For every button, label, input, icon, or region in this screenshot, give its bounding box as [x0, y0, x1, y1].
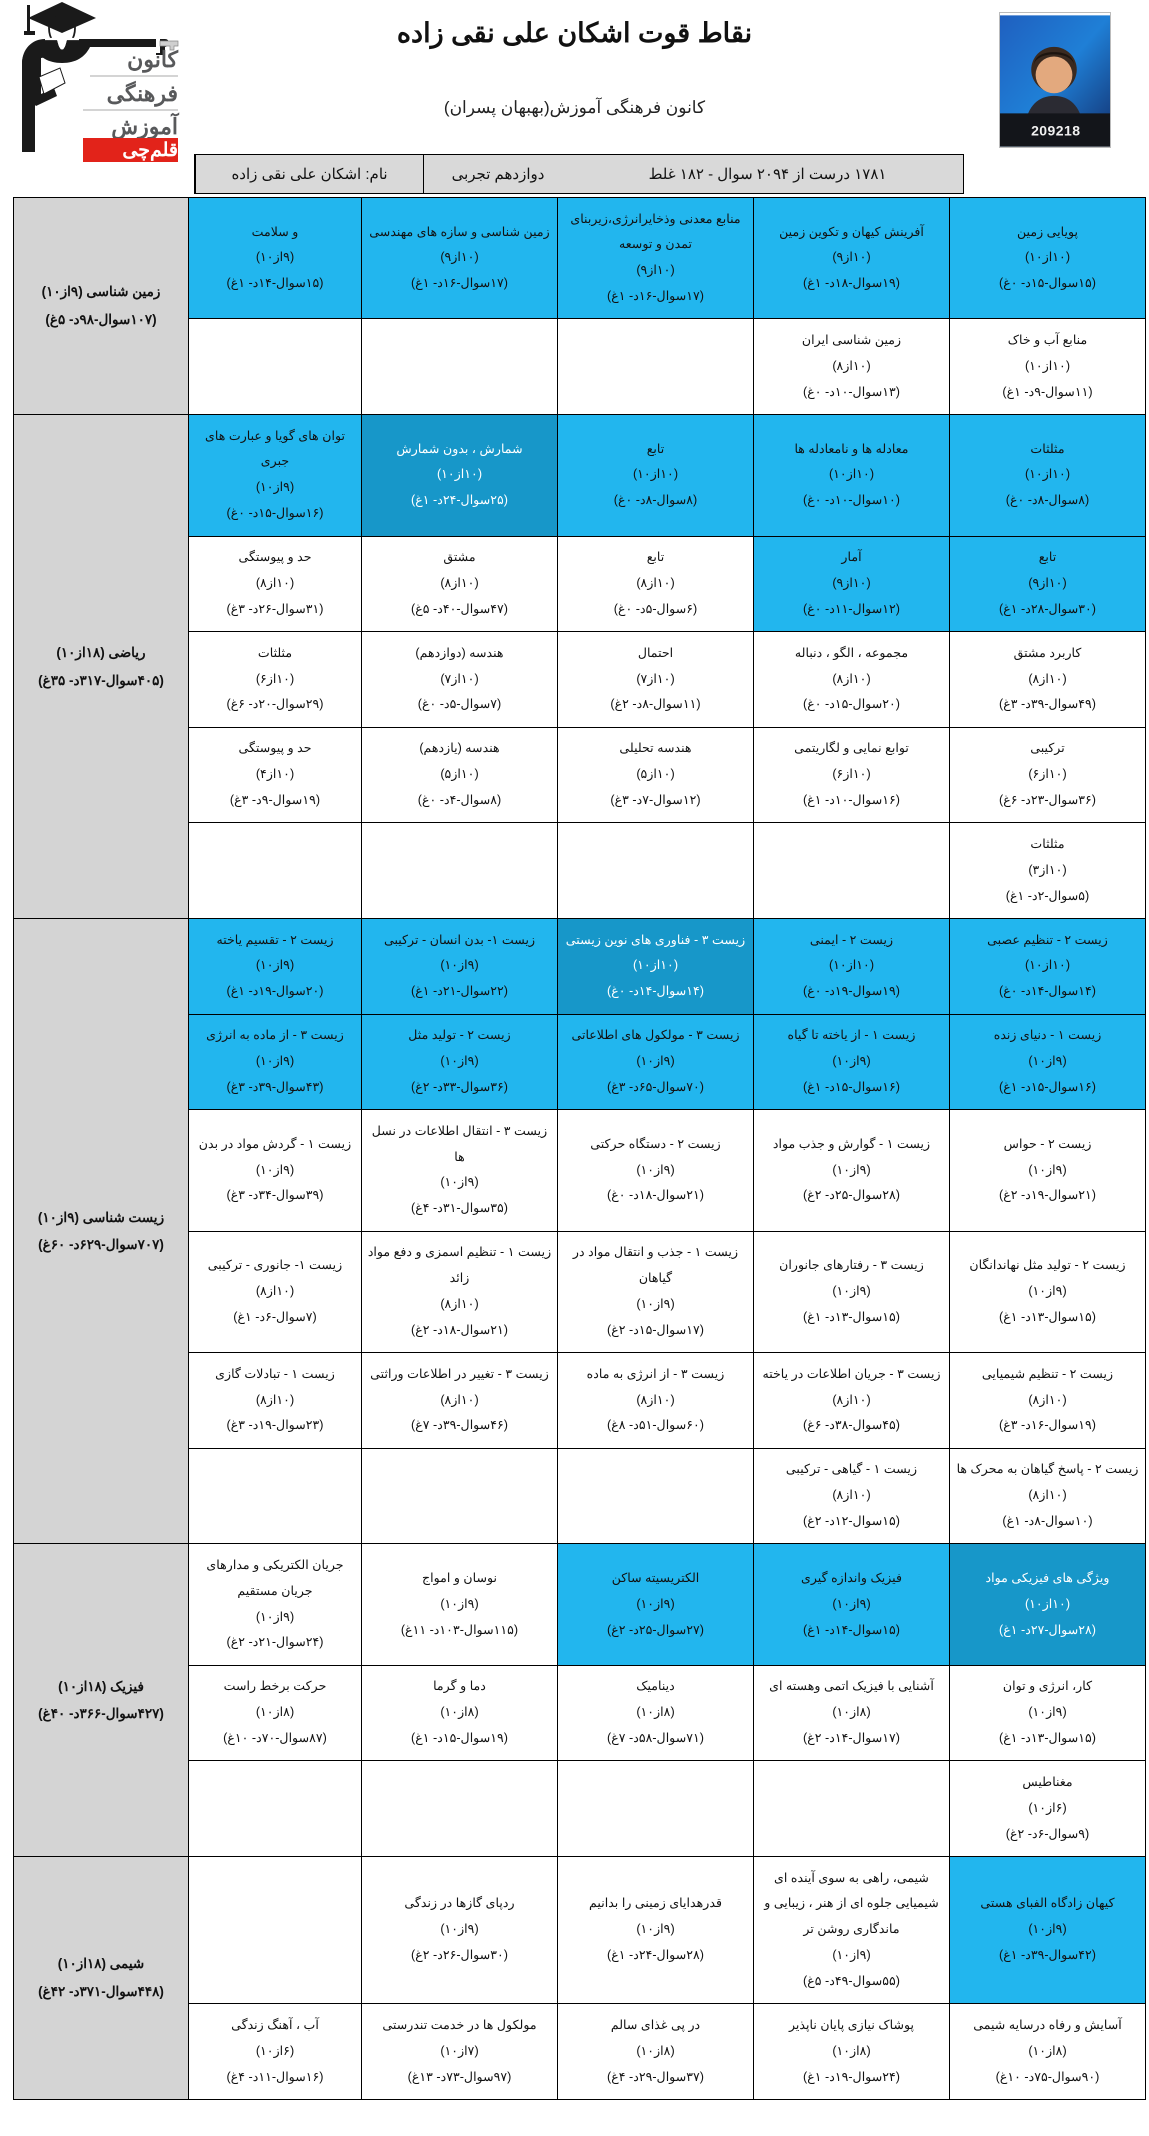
svg-text:قلم‌چی: قلم‌چی — [122, 140, 178, 161]
svg-text:کانون: کانون — [127, 47, 178, 73]
svg-text:209218: 209218 — [1031, 122, 1080, 138]
